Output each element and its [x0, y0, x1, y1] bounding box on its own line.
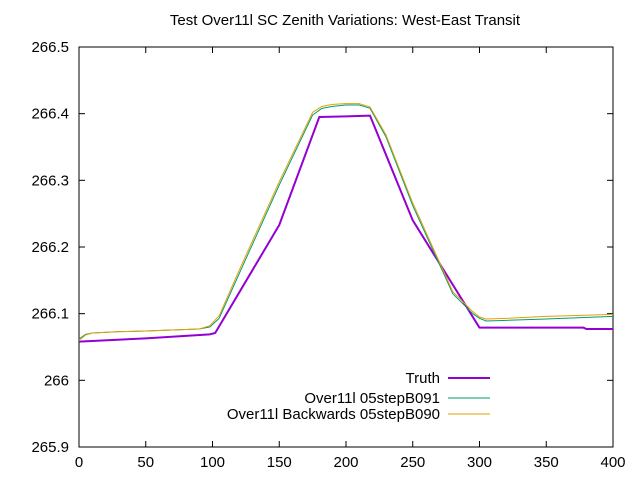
axes: 0 50 100 150 200 250 300 350 400 265.9 266 266.1 266…: [31, 39, 625, 471]
y-tick-label: 265.9: [31, 439, 69, 456]
x-tick-label: 50: [137, 454, 154, 471]
y-tick-label: 266.5: [31, 39, 69, 56]
x-tick-label: 300: [467, 454, 492, 471]
legend-label-1: Truth: [406, 370, 440, 387]
series-line-2: [78, 104, 614, 340]
plot-frame: [78, 46, 614, 448]
y-tick-label: 266.4: [31, 106, 69, 123]
y-tick-label: 266.1: [31, 306, 69, 323]
chart-title: Test Over11l SC Zenith Variations: West-…: [170, 12, 521, 29]
y-tick-label: 266: [44, 372, 69, 389]
x-tick-label: 250: [400, 454, 425, 471]
x-tick-label: 200: [333, 454, 358, 471]
x-tick-label: 400: [600, 454, 625, 471]
series-line-1: [78, 114, 613, 343]
x-tick-label: 150: [267, 454, 292, 471]
legend-label-3: Over11l Backwards 05stepB090: [227, 406, 440, 423]
series-layer: [78, 103, 614, 343]
x-tick-label: 350: [534, 454, 559, 471]
legend-label-2: Over11l 05stepB091: [304, 390, 440, 407]
series-line-3: [78, 103, 614, 341]
y-tick-label: 266.2: [31, 239, 69, 256]
x-tick-label: 0: [75, 454, 83, 471]
y-tick-label: 266.3: [31, 172, 69, 189]
x-tick-label: 100: [200, 454, 225, 471]
